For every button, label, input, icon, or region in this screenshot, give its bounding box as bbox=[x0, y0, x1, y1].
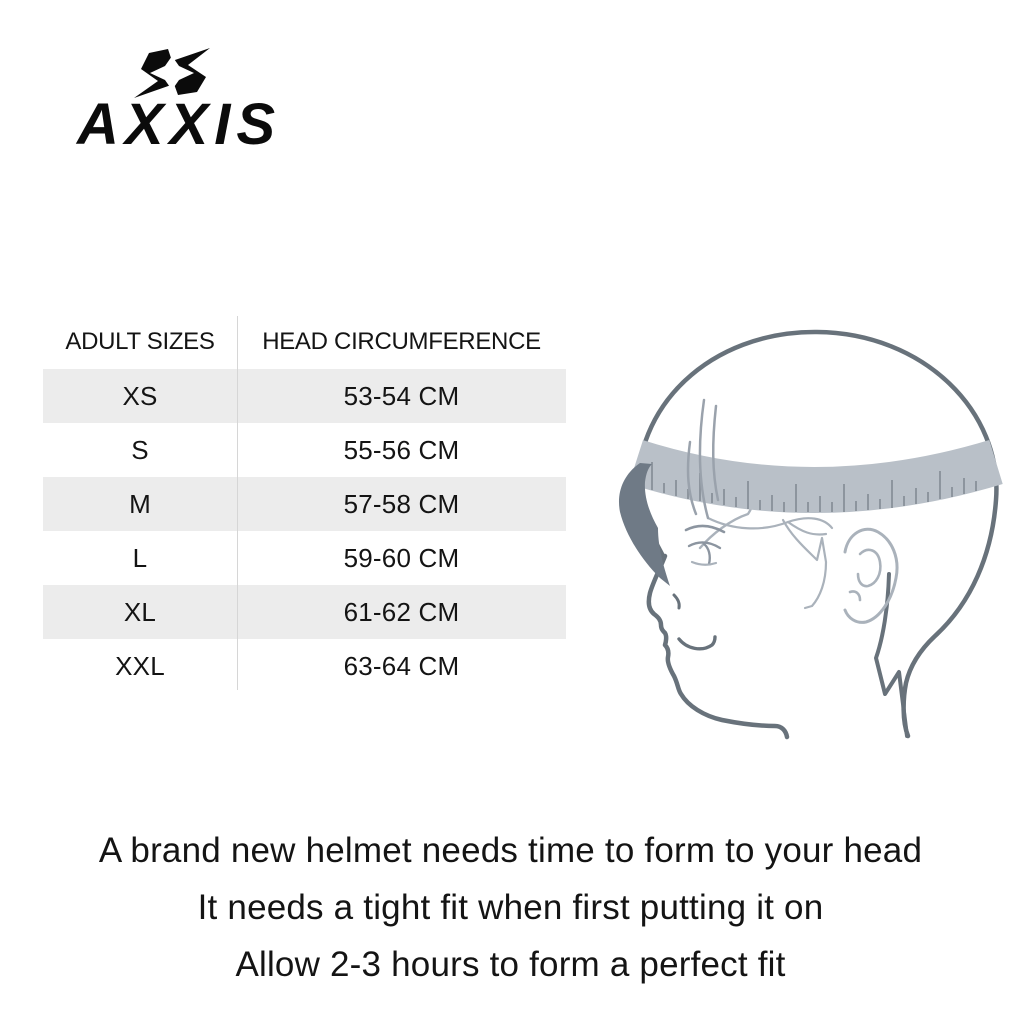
table-row: XXL 63-64 CM bbox=[43, 639, 566, 693]
size-cell: S bbox=[131, 434, 149, 465]
size-table: ADULT SIZES HEAD CIRCUMFERENCE XS 53-54 … bbox=[43, 315, 566, 693]
size-cell: XXL bbox=[115, 650, 165, 681]
table-row: XS 53-54 CM bbox=[43, 369, 566, 423]
size-cell: M bbox=[129, 488, 151, 519]
emblem-star-cutout bbox=[150, 56, 194, 90]
circumference-cell: 63-64 CM bbox=[343, 650, 460, 681]
head-measurement-illustration bbox=[612, 322, 1012, 747]
size-cell: XL bbox=[123, 596, 157, 627]
circumference-cell: 53-54 CM bbox=[343, 380, 460, 411]
table-row: L 59-60 CM bbox=[43, 531, 566, 585]
size-cell: XS bbox=[122, 380, 158, 411]
advice-line-1: A brand new helmet needs time to form to… bbox=[98, 831, 923, 870]
circumference-cell: 57-58 CM bbox=[343, 488, 460, 519]
axxis-star-emblem-icon: AXXIS bbox=[75, 48, 281, 157]
table-row: XL 61-62 CM bbox=[43, 585, 566, 639]
fit-advice-text: A brand new helmet needs time to form to… bbox=[0, 822, 1021, 993]
head-profile-measuring-tape-icon bbox=[618, 329, 1003, 740]
table-row: S 55-56 CM bbox=[43, 423, 566, 477]
size-cell: L bbox=[132, 542, 148, 573]
brand-logo: AXXIS bbox=[64, 40, 296, 157]
circumference-cell: 55-56 CM bbox=[343, 434, 460, 465]
advice-line-2: It needs a tight fit when first putting … bbox=[197, 888, 824, 927]
table-row: M 57-58 CM bbox=[43, 477, 566, 531]
table-column-divider bbox=[237, 316, 238, 690]
circumference-cell: 61-62 CM bbox=[343, 596, 460, 627]
circumference-cell: 59-60 CM bbox=[343, 542, 460, 573]
column-header-head-circumference: HEAD CIRCUMFERENCE bbox=[262, 328, 541, 355]
table-header-row: ADULT SIZES HEAD CIRCUMFERENCE bbox=[43, 315, 566, 369]
brand-name: AXXIS bbox=[75, 92, 281, 152]
advice-line-3: Allow 2-3 hours to form a perfect fit bbox=[235, 945, 786, 984]
column-header-adult-sizes: ADULT SIZES bbox=[65, 328, 215, 355]
